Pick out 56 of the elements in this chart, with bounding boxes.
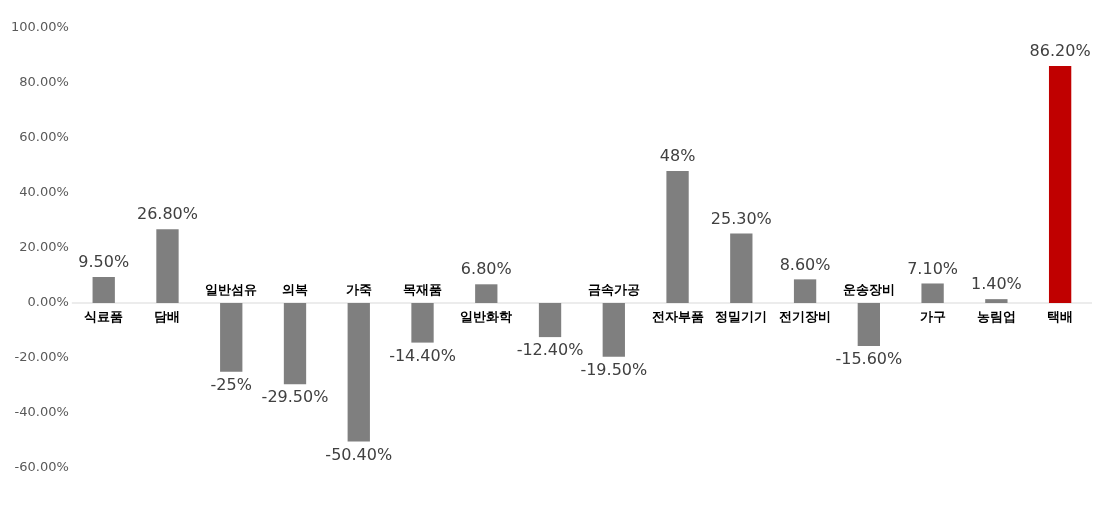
bar (92, 276, 115, 303)
data-label: -25% (210, 374, 252, 394)
x-tick-label: 의복 (282, 281, 308, 297)
bar (602, 303, 625, 357)
bar (1048, 65, 1072, 303)
data-label: 48% (659, 146, 696, 166)
data-label: 86.20% (1029, 41, 1091, 61)
data-label: -15.60% (835, 349, 903, 369)
y-tick-label: -20.00% (14, 349, 69, 365)
data-label: -29.50% (261, 387, 329, 407)
bar (793, 279, 817, 303)
bar (347, 303, 370, 442)
data-label: -50.40% (325, 444, 393, 464)
x-tick-label: 담배 (154, 308, 181, 324)
x-tick-label: 전기장비 (779, 308, 832, 324)
bar (156, 229, 179, 303)
x-tick-label: 가구 (919, 308, 946, 324)
y-tick-label: 60.00% (19, 129, 69, 145)
y-tick-label: -60.00% (14, 459, 69, 475)
x-tick-label: 가죽 (345, 281, 372, 297)
data-label: 7.10% (907, 258, 959, 278)
data-label: -19.50% (580, 359, 648, 379)
data-label: 25.30% (710, 208, 772, 228)
data-label: 26.80% (136, 204, 198, 224)
bar (666, 171, 689, 303)
bar (921, 283, 944, 303)
x-tick-label: 전자부품 (651, 308, 704, 324)
data-label: -14.40% (389, 345, 456, 365)
y-tick-label: 0.00% (27, 294, 69, 310)
y-tick-label: 20.00% (19, 239, 69, 255)
bar (730, 233, 753, 303)
bar (220, 303, 243, 372)
data-label: 1.40% (970, 274, 1022, 294)
bar (538, 303, 562, 338)
x-tick-label: 정밀기기 (715, 308, 768, 324)
x-tick-label: 식료품 (84, 308, 124, 324)
x-tick-label: 금속가공 (587, 281, 640, 297)
bar (857, 303, 880, 346)
y-tick-label: -40.00% (14, 404, 69, 420)
x-tick-label: 운송장비 (842, 281, 895, 297)
x-tick-label: 일반섬유 (205, 281, 258, 297)
y-tick-label: 100.00% (11, 19, 69, 35)
x-tick-label: 택배 (1047, 308, 1074, 324)
data-label: -12.40% (516, 340, 584, 360)
data-label: 8.60% (779, 254, 831, 274)
data-label: 6.80% (460, 259, 512, 279)
bar (985, 299, 1008, 303)
bar (283, 303, 307, 385)
bar (411, 303, 434, 343)
x-tick-label: 목재품 (403, 281, 443, 297)
x-tick-label: 일반화학 (460, 308, 513, 324)
x-tick-label: 농림업 (976, 308, 1016, 324)
bar (475, 284, 498, 303)
data-label: 9.50% (78, 252, 130, 272)
y-tick-label: 40.00% (19, 184, 69, 200)
y-tick-label: 80.00% (19, 74, 69, 90)
